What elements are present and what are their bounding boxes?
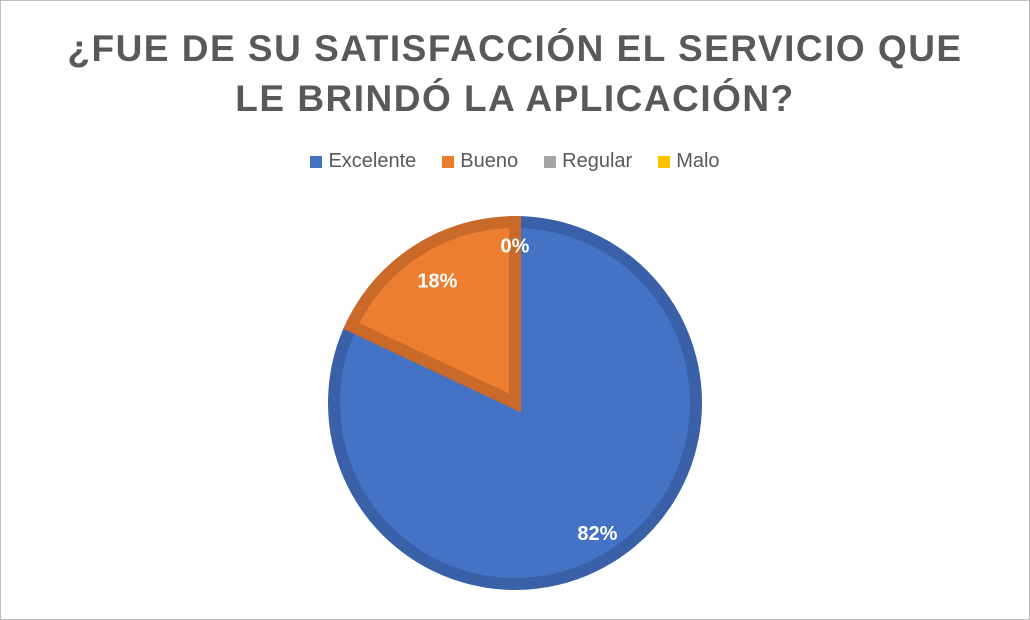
legend-label-regular: Regular — [562, 150, 633, 172]
data-label-excelente: 82% — [577, 523, 617, 545]
legend-swatch-bueno — [442, 155, 455, 168]
data-label-bueno: 18% — [417, 271, 457, 293]
legend-item-excelente: Excelente — [310, 150, 416, 173]
legend-item-malo: Malo — [658, 150, 720, 173]
legend-item-bueno: Bueno — [442, 150, 518, 173]
legend-item-regular: Regular — [544, 150, 632, 173]
pie-slice-bueno — [343, 215, 521, 413]
chart-legend: Excelente Bueno Regular Malo — [0, 150, 1030, 173]
pie-data-labels: 82%18%0%0% — [417, 236, 617, 545]
chart-title-line-2: LE BRINDÓ LA APLICACIÓN? — [235, 78, 795, 119]
legend-label-malo: Malo — [676, 150, 720, 172]
legend-swatch-regular — [544, 155, 557, 168]
legend-swatch-excelente — [310, 155, 323, 168]
legend-label-excelente: Excelente — [328, 150, 417, 172]
data-label-regular: 0% — [501, 236, 530, 258]
chart-title: ¿FUE DE SU SATISFACCIÓN EL SERVICIO QUE … — [0, 24, 1030, 124]
legend-label-bueno: Bueno — [460, 150, 519, 172]
legend-swatch-malo — [658, 155, 671, 168]
chart-title-line-1: ¿FUE DE SU SATISFACCIÓN EL SERVICIO QUE — [67, 28, 963, 69]
pie-slices — [328, 215, 702, 590]
